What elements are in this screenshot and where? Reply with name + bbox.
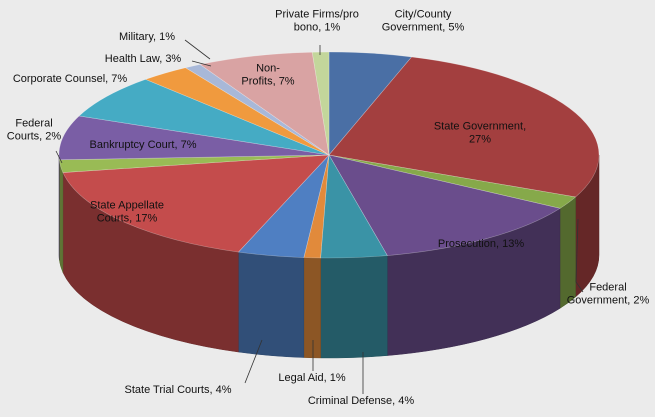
data-label-state-government-line2: 27% (469, 134, 491, 146)
data-label-state-appellate-courts-line2: Courts, 17% (97, 213, 158, 225)
data-label-corporate-counsel: Corporate Counsel, 7% (13, 73, 128, 85)
data-label-non-profits-line1: Non- (256, 63, 280, 75)
pie-side-federal-government (559, 196, 576, 309)
pie-slice-criminal-defense (320, 154, 388, 259)
pie-slice-bankruptcy-court (58, 115, 330, 161)
data-label-state-government-line1: State Government, (434, 121, 526, 133)
leader-line-federal-government (575, 218, 584, 293)
leader-line-federal-courts (55, 150, 63, 164)
data-label-military: Military, 1% (119, 31, 175, 43)
data-label-city-county-government-line2: Government, 5% (382, 22, 465, 34)
data-label-private-firms-pro-bono-line2: bono, 1% (294, 22, 341, 34)
leader-line-state-trial-courts (244, 339, 263, 384)
data-label-legal-aid: Legal Aid, 1% (278, 372, 345, 384)
pie-slice-prosecution (328, 154, 561, 256)
pie-slices (58, 51, 600, 259)
pie-slice-military (184, 64, 330, 156)
pie-slice-non-profits (199, 51, 330, 156)
pie-slice-corporate-counsel (78, 79, 330, 156)
data-label-prosecution: Prosecution, 13% (438, 238, 524, 250)
data-label-city-county-government-line1: City/County (395, 9, 452, 21)
data-label-health-law: Health Law, 3% (105, 53, 182, 65)
pie-side-legal-aid (303, 257, 321, 359)
pie-side-criminal-defense (320, 255, 388, 359)
pie-slice-state-appellate-courts (62, 154, 330, 253)
pie-side-state-trial-courts (238, 251, 305, 358)
pie-slice-private-firms-pro-bono (311, 51, 330, 156)
pie-slice-state-trial-courts (237, 153, 330, 258)
leader-lines (55, 39, 584, 394)
leader-line-health-law (191, 60, 212, 67)
pie-slice-health-law (144, 67, 330, 156)
data-label-criminal-defense: Criminal Defense, 4% (308, 395, 415, 407)
pie-slice-federal-government (328, 154, 577, 209)
pie-slice-federal-courts (58, 154, 330, 173)
data-label-federal-government-line1: Federal (589, 282, 626, 294)
pie-side-walls (58, 154, 600, 359)
pie-slice-city-county-government (328, 51, 413, 156)
data-label-federal-courts-line2: Courts, 2% (7, 131, 62, 143)
data-label-non-profits-line2: Profits, 7% (241, 76, 294, 88)
leader-line-military (184, 39, 211, 60)
data-label-bankruptcy-court: Bankruptcy Court, 7% (90, 139, 197, 151)
data-label-state-appellate-courts-line1: State Appellate (90, 200, 164, 212)
data-label-state-trial-courts: State Trial Courts, 4% (125, 384, 232, 396)
pie-slice-legal-aid (303, 154, 330, 259)
data-label-private-firms-pro-bono-line1: Private Firms/pro (275, 9, 359, 21)
pie-side-federal-courts (59, 159, 64, 273)
pie-slice-state-government (328, 56, 600, 198)
data-label-federal-government-line2: Government, 2% (567, 295, 650, 307)
data-label-federal-courts-line1: Federal (15, 118, 52, 130)
